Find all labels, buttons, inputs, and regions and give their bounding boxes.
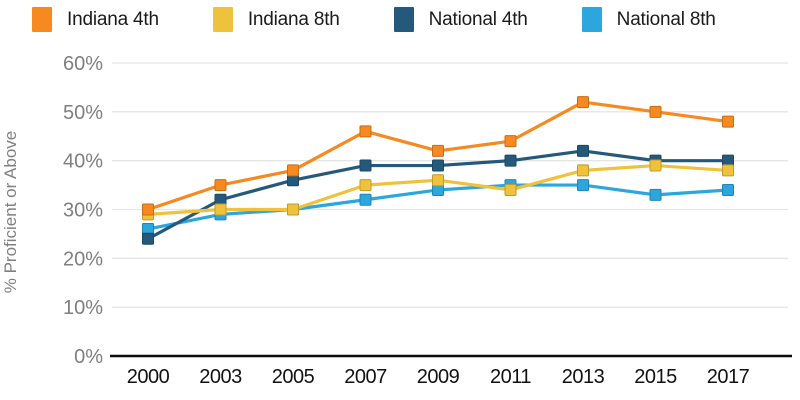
- legend-label: Indiana 8th: [247, 8, 340, 30]
- marker-indiana-4th-2013: [577, 96, 589, 109]
- legend-swatch-indiana-8th: [212, 7, 233, 32]
- y-tick-label-40: 40%: [63, 151, 103, 173]
- marker-national-8th-2007: [359, 193, 372, 206]
- legend-swatch-national-8th: [581, 7, 602, 32]
- marker-national-4th-2007: [359, 159, 372, 172]
- marker-indiana-8th-2003: [214, 203, 227, 216]
- legend-swatch-indiana-4th: [32, 7, 52, 32]
- marker-national-4th-2009: [432, 159, 444, 172]
- marker-indiana-4th-2007: [359, 125, 372, 138]
- marker-indiana-4th-2000: [142, 203, 154, 216]
- marker-indiana-4th-2015: [649, 105, 662, 118]
- y-tick-label-10: 10%: [63, 297, 103, 319]
- marker-indiana-4th-2009: [432, 144, 444, 157]
- y-tick-label-0: 0%: [74, 346, 103, 368]
- legend-item-national-4th: National 4th: [393, 7, 528, 32]
- legend: Indiana 4th Indiana 8th National 4th Nation…: [32, 7, 716, 32]
- marker-indiana-4th-2011: [504, 135, 517, 148]
- legend-label: National 4th: [428, 8, 528, 30]
- legend-swatch-national-4th: [393, 7, 414, 32]
- marker-national-8th-2017: [722, 183, 734, 196]
- marker-national-8th-2013: [577, 179, 589, 192]
- x-tick-label-2007: 2007: [344, 366, 387, 388]
- marker-indiana-8th-2015: [649, 159, 662, 172]
- marker-indiana-8th-2013: [577, 164, 589, 177]
- marker-indiana-8th-2005: [287, 203, 299, 216]
- y-axis-title: % Proficient or Above: [1, 131, 20, 294]
- x-tick-label-2005: 2005: [272, 366, 315, 388]
- legend-label: National 8th: [616, 8, 716, 30]
- x-tick-label-2013: 2013: [562, 366, 605, 388]
- marker-indiana-4th-2017: [722, 115, 734, 128]
- legend-label: Indiana 4th: [67, 8, 159, 30]
- legend-item-indiana-8th: Indiana 8th: [212, 7, 340, 32]
- x-tick-label-2003: 2003: [199, 366, 242, 388]
- marker-national-8th-2015: [649, 188, 662, 201]
- x-tick-label-2015: 2015: [634, 366, 677, 388]
- x-tick-label-2011: 2011: [490, 366, 531, 388]
- x-tick-label-2017: 2017: [707, 366, 750, 388]
- marker-indiana-4th-2003: [214, 179, 227, 192]
- legend-item-indiana-4th: Indiana 4th: [32, 7, 159, 32]
- marker-indiana-8th-2017: [722, 164, 734, 177]
- marker-indiana-8th-2009: [432, 174, 444, 187]
- marker-indiana-4th-2005: [287, 164, 299, 177]
- y-tick-label-60: 60%: [63, 53, 103, 75]
- y-tick-label-30: 30%: [63, 200, 103, 222]
- x-tick-label-2009: 2009: [417, 366, 460, 388]
- x-tick-label-2000: 2000: [127, 366, 170, 388]
- legend-item-national-8th: National 8th: [581, 7, 716, 32]
- marker-national-4th-2013: [577, 144, 589, 157]
- y-tick-label-50: 50%: [63, 102, 103, 124]
- marker-national-4th-2000: [142, 232, 154, 245]
- marker-indiana-8th-2011: [504, 183, 517, 196]
- marker-national-4th-2011: [504, 154, 517, 167]
- marker-indiana-8th-2007: [359, 179, 372, 192]
- y-tick-label-20: 20%: [63, 248, 103, 270]
